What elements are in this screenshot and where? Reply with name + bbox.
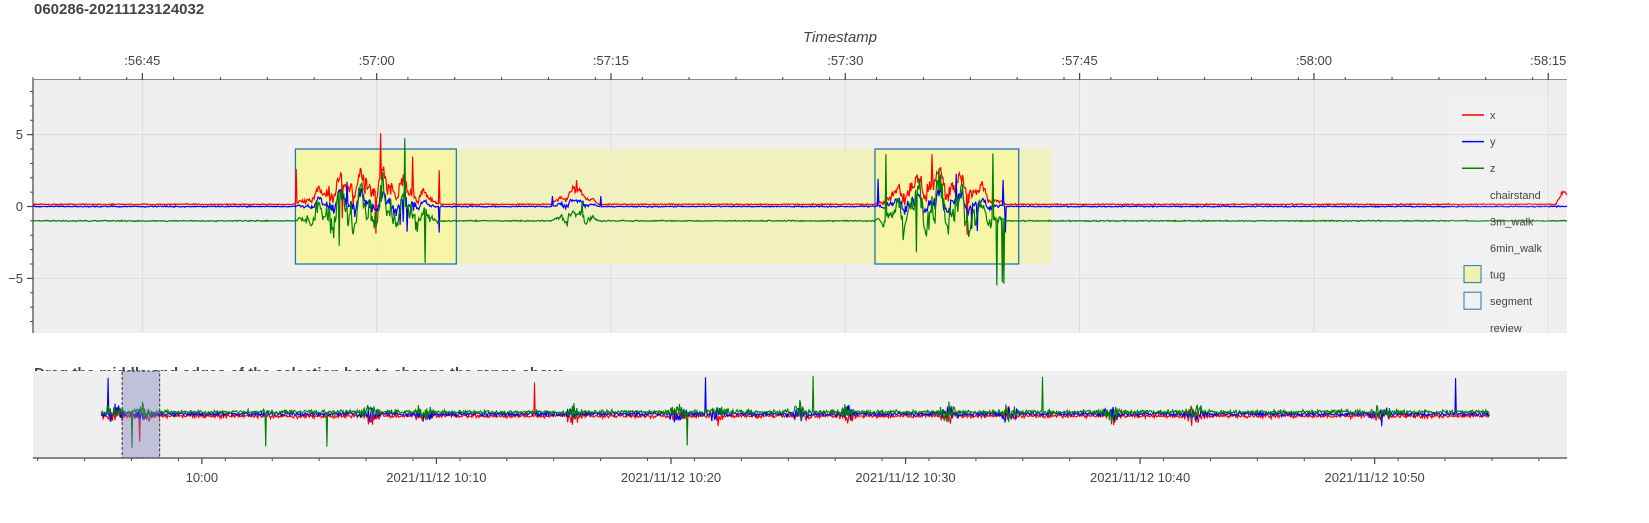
series-line-x	[32, 133, 1568, 235]
legend-background	[1450, 96, 1550, 334]
series-line-y	[32, 173, 1568, 233]
range-selection-box[interactable]	[121, 370, 161, 459]
legend-label: review	[1490, 323, 1522, 335]
range-series-line	[100, 377, 1490, 427]
legend-label: 3m_walk	[1490, 216, 1534, 228]
range-x-axis: 10:00 2021/11/12 10:10 2021/11/12 10:20 202…	[33, 457, 1567, 485]
legend-label: y	[1490, 137, 1496, 149]
legend-label: x	[1490, 110, 1496, 122]
x-tick-label: :57:15	[593, 53, 629, 68]
x-tick-label: :57:00	[359, 53, 395, 68]
x-tick-label: :56:45	[124, 53, 160, 68]
range-series-line	[100, 375, 1490, 449]
x-tick-label: :57:45	[1062, 53, 1098, 68]
legend-swatch-segment	[1463, 291, 1482, 310]
range-tick-label: 2021/11/12 10:40	[1090, 470, 1190, 485]
y-tick-label: −5	[8, 271, 23, 286]
x-tick-label: :57:30	[827, 53, 863, 68]
range-tick-label: 10:00	[186, 470, 219, 485]
range-tick-label: 2021/11/12 10:10	[386, 470, 486, 485]
x-tick-label: :58:00	[1296, 53, 1332, 68]
x-tick-label: :58:15	[1530, 53, 1566, 68]
legend-label: z	[1490, 163, 1496, 175]
main-x-axis: :56:45 :57:00 :57:15 :57:30 :57:45 :58:00 :58:…	[32, 53, 1567, 81]
legend-label: tug	[1490, 270, 1505, 282]
range-tick-label: 2021/11/12 10:30	[855, 470, 955, 485]
legend-label: chairstand	[1490, 190, 1541, 202]
series-line-z	[33, 138, 1568, 286]
range-tick-label: 2021/11/12 10:50	[1325, 470, 1425, 485]
legend-label: segment	[1490, 296, 1532, 308]
legend-label: 6min_walk	[1490, 243, 1542, 255]
range-tick-label: 2021/11/12 10:20	[621, 470, 721, 485]
y-tick-label: 5	[16, 127, 23, 142]
range-plot-area[interactable]	[33, 371, 1567, 458]
y-tick-label: 0	[16, 199, 23, 214]
legend-swatch-tug	[1463, 265, 1482, 284]
chart-title: 060286-20211123124032	[34, 1, 205, 18]
range-signal-lines	[100, 375, 1490, 449]
main-y-axis: 5 0 −5	[8, 80, 34, 333]
x-axis-label: Timestamp	[803, 29, 877, 46]
signal-lines	[32, 133, 1568, 286]
